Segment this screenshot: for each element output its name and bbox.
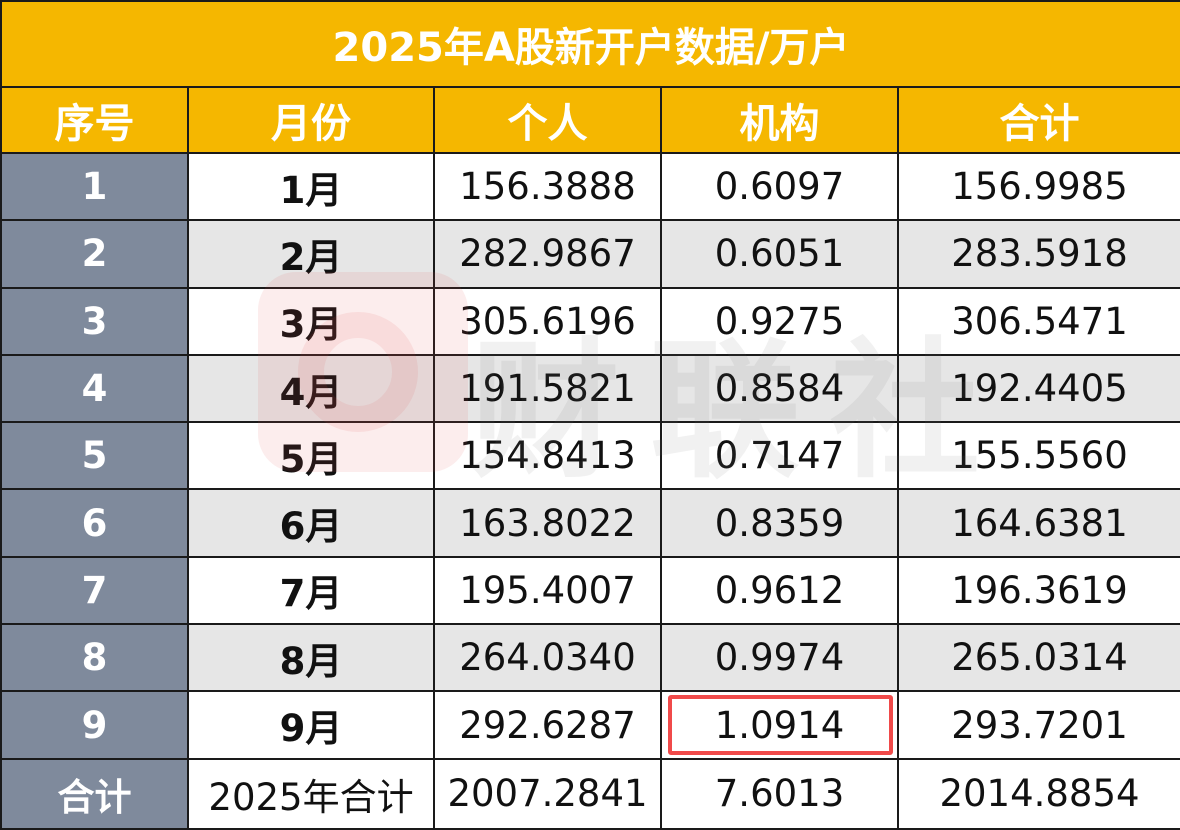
row-seq: 7 [0,555,189,626]
row-total: 164.6381 [897,488,1180,558]
row-month: 9月 [187,690,435,760]
column-header-institution: 机构 [660,86,899,154]
row-month: 3月 [187,286,435,356]
header-row: 序号 月份 个人 机构 合计 [0,86,1180,154]
row-month: 7月 [187,555,435,626]
row-institution: 1.0914 [714,703,845,747]
row-seq: 1 [0,151,189,222]
table-row: 2 2月 282.9867 0.6051 283.5918 [0,219,1180,289]
table-row: 7 7月 195.4007 0.9612 196.3619 [0,555,1180,626]
table-row: 8 8月 264.0340 0.9974 265.0314 [0,623,1180,693]
row-seq: 2 [0,219,189,289]
row-month: 1月 [187,151,435,222]
row-total: 196.3619 [897,555,1180,626]
row-total: 293.7201 [897,690,1180,760]
column-header-month: 月份 [187,86,435,154]
total-individual: 2007.2841 [433,757,662,830]
total-institution: 7.6013 [660,757,899,830]
row-seq: 9 [0,690,189,760]
row-month: 4月 [187,353,435,424]
table-row: 4 4月 191.5821 0.8584 192.4405 [0,353,1180,424]
row-total: 155.5560 [897,421,1180,491]
row-individual: 154.8413 [433,421,662,491]
row-total: 192.4405 [897,353,1180,424]
column-header-total: 合计 [897,86,1180,154]
highlighted-institution-cell: 1.0914 [660,690,899,760]
row-month: 8月 [187,623,435,693]
row-seq: 8 [0,623,189,693]
row-seq: 3 [0,286,189,356]
row-total: 283.5918 [897,219,1180,289]
table-row: 5 5月 154.8413 0.7147 155.5560 [0,421,1180,491]
table-row: 3 3月 305.6196 0.9275 306.5471 [0,286,1180,356]
row-institution: 0.6097 [660,151,899,222]
row-individual: 156.3888 [433,151,662,222]
row-total: 156.9985 [897,151,1180,222]
column-header-individual: 个人 [433,86,662,154]
row-institution: 0.9974 [660,623,899,693]
row-individual: 163.8022 [433,488,662,558]
table-row: 1 1月 156.3888 0.6097 156.9985 [0,151,1180,222]
row-individual: 282.9867 [433,219,662,289]
table-row: 6 6月 163.8022 0.8359 164.6381 [0,488,1180,558]
row-individual: 292.6287 [433,690,662,760]
row-institution: 0.6051 [660,219,899,289]
row-seq: 6 [0,488,189,558]
row-seq: 4 [0,353,189,424]
row-month: 6月 [187,488,435,558]
row-seq: 5 [0,421,189,491]
row-institution: 0.8584 [660,353,899,424]
table-title: 2025年A股新开户数据/万户 [0,0,1180,88]
total-label: 合计 [0,757,189,830]
row-institution: 0.9275 [660,286,899,356]
row-individual: 264.0340 [433,623,662,693]
row-institution: 0.7147 [660,421,899,491]
total-row: 合计 2025年合计 2007.2841 7.6013 2014.8854 [0,757,1180,830]
row-total: 306.5471 [897,286,1180,356]
row-individual: 305.6196 [433,286,662,356]
row-institution: 0.8359 [660,488,899,558]
row-individual: 191.5821 [433,353,662,424]
column-header-seq: 序号 [0,86,189,154]
row-total: 265.0314 [897,623,1180,693]
total-month: 2025年合计 [187,757,435,830]
row-month: 5月 [187,421,435,491]
row-month: 2月 [187,219,435,289]
row-individual: 195.4007 [433,555,662,626]
total-total: 2014.8854 [897,757,1180,830]
table-row: 9 9月 292.6287 1.0914 293.7201 [0,690,1180,760]
row-institution: 0.9612 [660,555,899,626]
